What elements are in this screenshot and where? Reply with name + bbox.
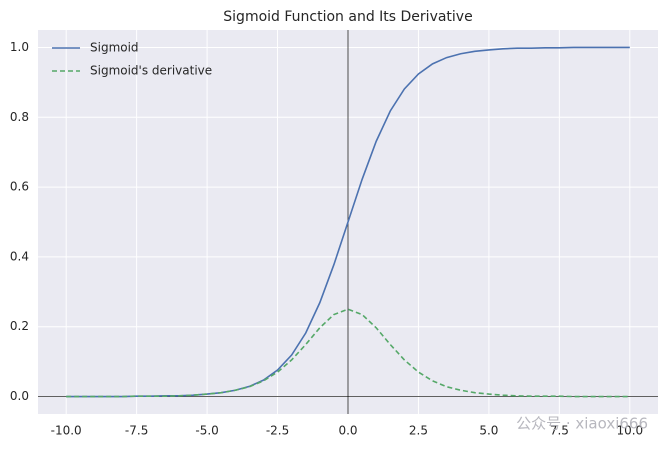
line-series [66,308,630,398]
x-tick-label: 5.0 [479,424,498,438]
x-tick-label: 10.0 [616,424,643,438]
x-tick-label: 7.5 [550,424,569,438]
x-tick-label: 2.5 [409,424,428,438]
chart-title: Sigmoid Function and Its Derivative [223,9,472,25]
legend-label: Sigmoid's derivative [90,64,212,78]
line-series [66,46,630,398]
y-tick-label: 0.6 [10,180,29,194]
watermark: 公众号 · xiaoxi666 [516,415,648,433]
y-tick-label: 1.0 [10,40,29,54]
y-tick-label: 0.2 [10,319,29,333]
y-tick-label: 0.0 [10,389,29,403]
x-tick-label: -5.0 [195,424,218,438]
x-tick-label: 0.0 [338,424,357,438]
y-tick-label: 0.4 [10,249,29,263]
x-tick-label: -2.5 [266,424,289,438]
x-tick-label: -10.0 [51,424,82,438]
y-tick-label: 0.8 [10,110,29,124]
legend-label: Sigmoid [90,41,139,55]
x-tick-label: -7.5 [125,424,148,438]
